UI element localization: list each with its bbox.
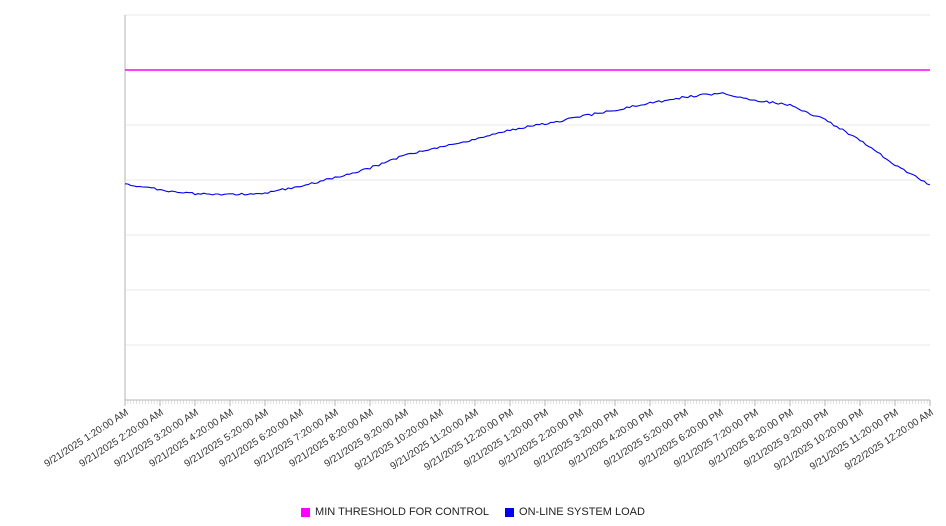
legend-item-threshold[interactable]: MIN THRESHOLD FOR CONTROL (301, 506, 489, 518)
legend-label-load: ON-LINE SYSTEM LOAD (519, 506, 645, 518)
load-line (124, 92, 931, 196)
legend-swatch-load-icon (505, 507, 515, 517)
legend-label-threshold: MIN THRESHOLD FOR CONTROL (315, 506, 490, 518)
chart-canvas: 9/21/2025 1:20:00 AM9/21/2025 2:20:00 AM… (43, 14, 936, 473)
legend-swatch-threshold-icon (301, 507, 311, 517)
legend-item-load[interactable]: ON-LINE SYSTEM LOAD (505, 506, 645, 518)
chart-legend: MIN THRESHOLD FOR CONTROL ON-LINE SYSTEM… (0, 506, 946, 518)
